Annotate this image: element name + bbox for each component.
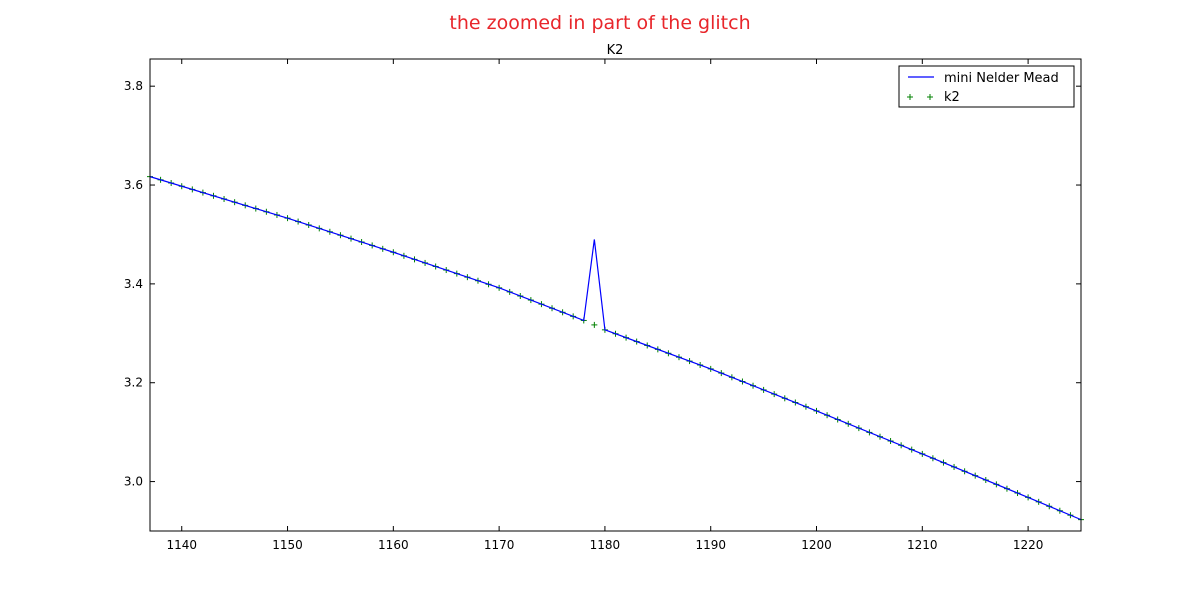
legend-label-series-1: mini Nelder Mead [944, 71, 1059, 86]
series-layer [147, 173, 1084, 523]
plot-frame [149, 58, 1082, 532]
legend: mini Nelder Mead k2 [898, 65, 1075, 108]
legend-swatch-markers [907, 94, 933, 100]
x-tick-label: 1170 [484, 538, 515, 552]
annotation-title: the zoomed in part of the glitch [449, 12, 751, 34]
y-tick-label: 3.6 [124, 178, 143, 192]
x-tick-label: 1190 [695, 538, 726, 552]
series-line-mini-nelder-mead [149, 176, 1082, 521]
y-tick-label: 3.8 [124, 79, 143, 93]
chart-title: K2 [607, 43, 624, 58]
legend-label-series-2: k2 [944, 90, 960, 105]
y-tick-label: 3.4 [124, 277, 143, 291]
x-tick-label: 1140 [166, 538, 197, 552]
y-tick-label: 3.2 [124, 376, 143, 390]
x-tick-label: 1210 [907, 538, 938, 552]
x-tick-label: 1180 [590, 538, 621, 552]
axes-layer: 1140 1150 1160 1170 1180 1190 1200 1210 1220 3.0 3… [124, 59, 1081, 552]
x-tick-label: 1220 [1013, 538, 1044, 552]
x-tick-label: 1160 [378, 538, 409, 552]
y-tick-label: 3.0 [124, 475, 143, 489]
x-tick-label: 1150 [272, 538, 303, 552]
legend-box [898, 65, 1075, 108]
x-tick-label: 1200 [801, 538, 832, 552]
k2-marker [591, 321, 598, 328]
